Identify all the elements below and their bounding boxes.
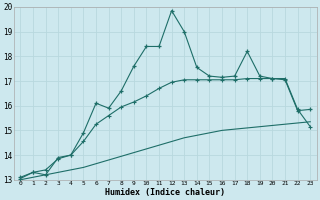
- X-axis label: Humidex (Indice chaleur): Humidex (Indice chaleur): [105, 188, 225, 197]
